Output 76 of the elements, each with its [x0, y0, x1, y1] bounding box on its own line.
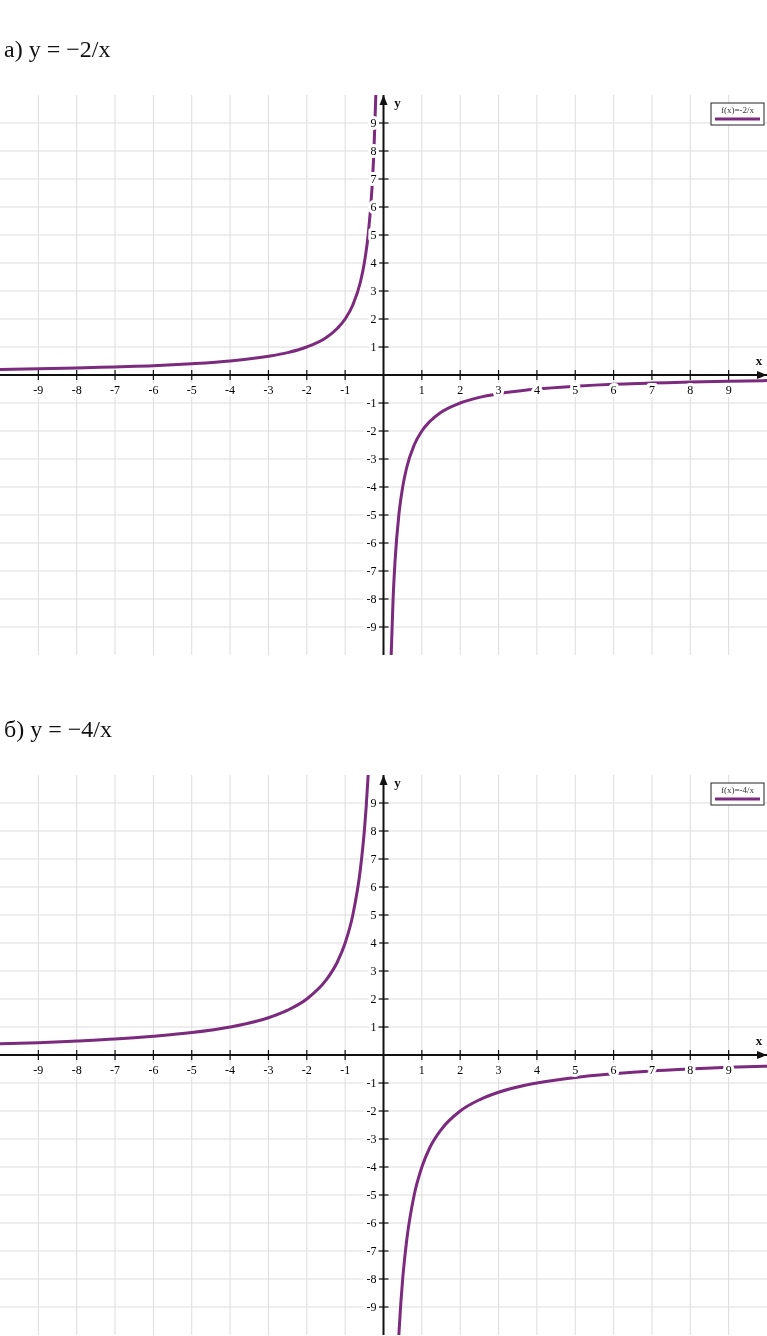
x-tick-label: -8: [71, 1063, 82, 1077]
y-tick-label: 9: [370, 796, 377, 810]
y-tick-label: -3: [366, 1132, 377, 1146]
x-tick-label: 1: [418, 1063, 425, 1077]
x-tick-label: 5: [572, 383, 579, 397]
y-axis-title: y: [394, 775, 402, 790]
chart-title: б) y = −4/x: [4, 716, 112, 742]
x-tick-label: -5: [186, 1063, 197, 1077]
y-tick-label: -4: [366, 480, 377, 494]
y-tick-label: 2: [370, 312, 377, 326]
y-tick-label: 5: [370, 228, 377, 242]
y-tick-label: 2: [370, 992, 377, 1006]
y-tick-label: -2: [366, 424, 377, 438]
y-axis-title: y: [394, 95, 402, 110]
y-tick-label: -3: [366, 452, 377, 466]
y-tick-label: 4: [370, 936, 377, 950]
x-tick-label: -7: [110, 383, 121, 397]
y-tick-label: -5: [366, 1188, 377, 1202]
x-tick-label: -4: [225, 383, 236, 397]
y-tick-label: -4: [366, 1160, 377, 1174]
y-tick-label: -8: [366, 592, 377, 606]
x-tick-label: 4: [533, 1063, 540, 1077]
x-tick-label: -5: [186, 383, 197, 397]
y-tick-label: -1: [366, 396, 377, 410]
x-tick-label: 5: [572, 1063, 579, 1077]
x-tick-label: 8: [687, 383, 694, 397]
y-tick-label: -6: [366, 1216, 377, 1230]
y-tick-label: -2: [366, 1104, 377, 1118]
y-tick-label: 9: [370, 116, 377, 130]
x-tick-label: 3: [495, 1063, 502, 1077]
y-tick-label: -5: [366, 508, 377, 522]
text: f(x)=-2/x: [720, 105, 755, 115]
y-tick-label: 8: [370, 824, 377, 838]
x-tick-label: -2: [301, 383, 312, 397]
y-tick-label: 7: [370, 172, 377, 186]
y-tick-label: 6: [370, 880, 377, 894]
x-tick-label: -8: [71, 383, 82, 397]
y-tick-label: 1: [370, 1020, 377, 1034]
x-tick-label: 2: [457, 383, 464, 397]
x-tick-label: 1: [418, 383, 425, 397]
x-tick-label: -6: [148, 1063, 159, 1077]
x-tick-label: -4: [225, 1063, 236, 1077]
x-tick-label: 6: [610, 1063, 617, 1077]
x-tick-label: -3: [263, 1063, 274, 1077]
y-tick-label: 1: [370, 340, 377, 354]
y-tick-label: 6: [370, 200, 377, 214]
x-tick-label: -9: [33, 1063, 44, 1077]
chart-title: а) y = −2/x: [4, 36, 111, 62]
x-tick-label: -1: [340, 1063, 351, 1077]
y-tick-label: -8: [366, 1272, 377, 1286]
text: f(x)=-4/x: [720, 785, 755, 795]
y-tick-label: -9: [366, 620, 377, 634]
y-tick-label: -9: [366, 1300, 377, 1314]
y-tick-label: 8: [370, 144, 377, 158]
x-tick-label: 9: [725, 383, 732, 397]
x-axis-title: x: [755, 1033, 763, 1048]
x-tick-label: -2: [301, 1063, 312, 1077]
x-tick-label: -6: [148, 383, 159, 397]
x-tick-label: -7: [110, 1063, 121, 1077]
y-tick-label: 3: [370, 284, 377, 298]
y-tick-label: 7: [370, 852, 377, 866]
y-tick-label: 3: [370, 964, 377, 978]
y-tick-label: 5: [370, 908, 377, 922]
y-tick-label: -7: [366, 1244, 377, 1258]
x-tick-label: -1: [340, 383, 351, 397]
y-tick-label: -6: [366, 536, 377, 550]
x-tick-label: 7: [648, 383, 655, 397]
y-tick-label: 4: [370, 256, 377, 270]
x-tick-label: -9: [33, 383, 44, 397]
x-axis-title: x: [755, 353, 763, 368]
x-tick-label: 2: [457, 1063, 464, 1077]
y-tick-label: -7: [366, 564, 377, 578]
x-tick-label: 6: [610, 383, 617, 397]
x-tick-label: 3: [495, 383, 502, 397]
x-tick-label: -3: [263, 383, 274, 397]
y-tick-label: -1: [366, 1076, 377, 1090]
